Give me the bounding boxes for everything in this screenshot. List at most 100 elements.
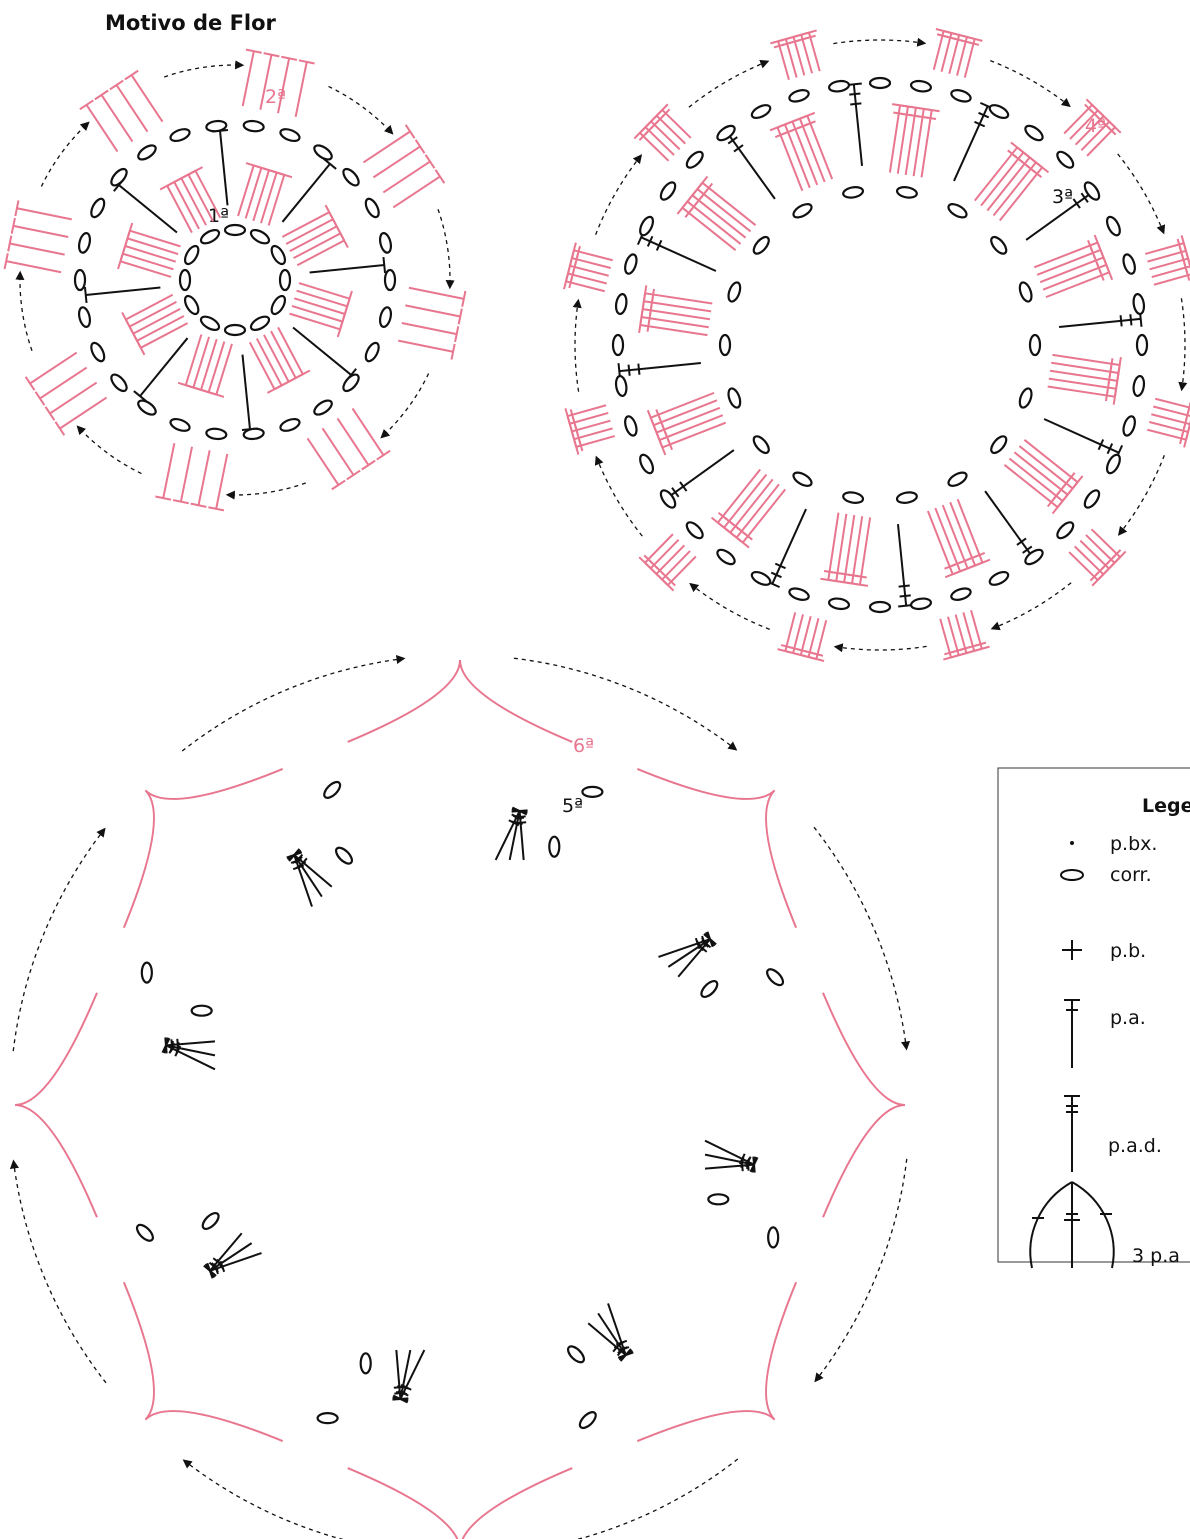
stitch — [1151, 413, 1190, 426]
stitch-bar — [974, 120, 986, 128]
stitch — [125, 293, 174, 321]
stitch-top — [281, 55, 298, 61]
stitch-top — [710, 516, 725, 529]
stitch — [992, 161, 1037, 217]
stitch — [954, 614, 968, 654]
stitch-top — [1108, 120, 1122, 134]
chain — [110, 167, 128, 187]
stitch — [946, 616, 960, 656]
stitch — [948, 34, 961, 74]
stitch-top — [617, 1351, 634, 1359]
stitch — [277, 326, 304, 375]
stitch — [655, 114, 686, 145]
stitch — [85, 104, 119, 153]
dashed-arrow — [437, 209, 455, 290]
stitch — [192, 336, 210, 388]
stitch — [953, 105, 989, 182]
stitch — [263, 334, 290, 383]
chain — [364, 197, 380, 219]
stitch — [655, 544, 686, 575]
stitch — [980, 151, 1025, 207]
stitch — [1023, 439, 1079, 483]
stitch — [120, 260, 172, 278]
stitch-bar — [213, 1263, 219, 1275]
stitch-top — [346, 469, 361, 481]
dashed-arrow — [380, 373, 430, 439]
stitch — [122, 252, 174, 271]
chain — [1132, 293, 1146, 316]
stitch-top — [109, 79, 124, 91]
stitch-top — [1091, 573, 1105, 587]
chain — [110, 373, 128, 393]
stitch-bar — [717, 511, 728, 521]
stitch-top — [34, 391, 46, 406]
stitch — [619, 361, 701, 373]
stitch — [653, 399, 718, 427]
stitch — [140, 322, 189, 349]
stitch-top — [511, 806, 528, 816]
stitch — [1074, 115, 1105, 146]
stitch — [166, 185, 193, 234]
stitch-bar — [849, 92, 861, 96]
dashed-arrow — [990, 60, 1071, 108]
stitch — [13, 224, 69, 238]
stitch — [661, 550, 691, 581]
dashed-arrow — [182, 1459, 344, 1539]
stitch — [296, 289, 348, 308]
stitch — [197, 450, 211, 506]
stitch — [408, 286, 465, 300]
stitch — [298, 282, 350, 300]
chain — [335, 846, 354, 865]
stitch — [207, 341, 226, 393]
stitch — [888, 105, 902, 173]
stitch-bar — [978, 111, 990, 119]
stitch-top — [382, 256, 387, 274]
stitch — [806, 115, 834, 180]
stitch-top — [655, 103, 669, 117]
stitch — [132, 308, 181, 335]
stitch-bar — [655, 409, 662, 421]
stitch-top — [7, 235, 13, 252]
chain — [383, 268, 397, 292]
chain — [342, 167, 360, 187]
stitch-top — [276, 171, 293, 179]
stitch-top — [414, 139, 426, 154]
stitch — [1149, 421, 1189, 433]
round-label: 3ª — [1052, 186, 1073, 208]
title: Motivo de Flor — [105, 11, 277, 35]
stitch — [118, 184, 178, 234]
chain — [750, 570, 772, 586]
stitch-top — [187, 166, 204, 176]
stitch-bar — [508, 819, 520, 827]
stitch — [293, 232, 341, 260]
chain — [895, 491, 918, 504]
stitch — [1052, 353, 1120, 367]
stitch — [776, 127, 804, 192]
stitch-bar — [738, 1153, 746, 1165]
chain — [140, 961, 153, 984]
stitch-top — [376, 449, 391, 461]
legend-item: p.a. — [1110, 1007, 1146, 1029]
stitch-top — [24, 376, 36, 391]
stitch — [912, 108, 925, 177]
stitch-top — [121, 311, 131, 328]
stitch — [351, 407, 385, 456]
stitch-art — [3, 28, 1190, 1539]
chain — [1132, 374, 1146, 397]
stitch-bar — [646, 235, 654, 247]
stitch — [963, 38, 976, 78]
stitch — [835, 513, 848, 582]
stitch — [494, 810, 521, 861]
stitch — [252, 169, 270, 222]
chain — [548, 835, 561, 858]
chain — [378, 232, 393, 254]
stitch — [696, 188, 752, 233]
chain — [895, 186, 918, 199]
stitch — [904, 107, 917, 176]
chain — [201, 1211, 220, 1230]
stitch-bar — [727, 136, 738, 145]
stitch — [644, 533, 674, 564]
chain — [1122, 415, 1136, 437]
